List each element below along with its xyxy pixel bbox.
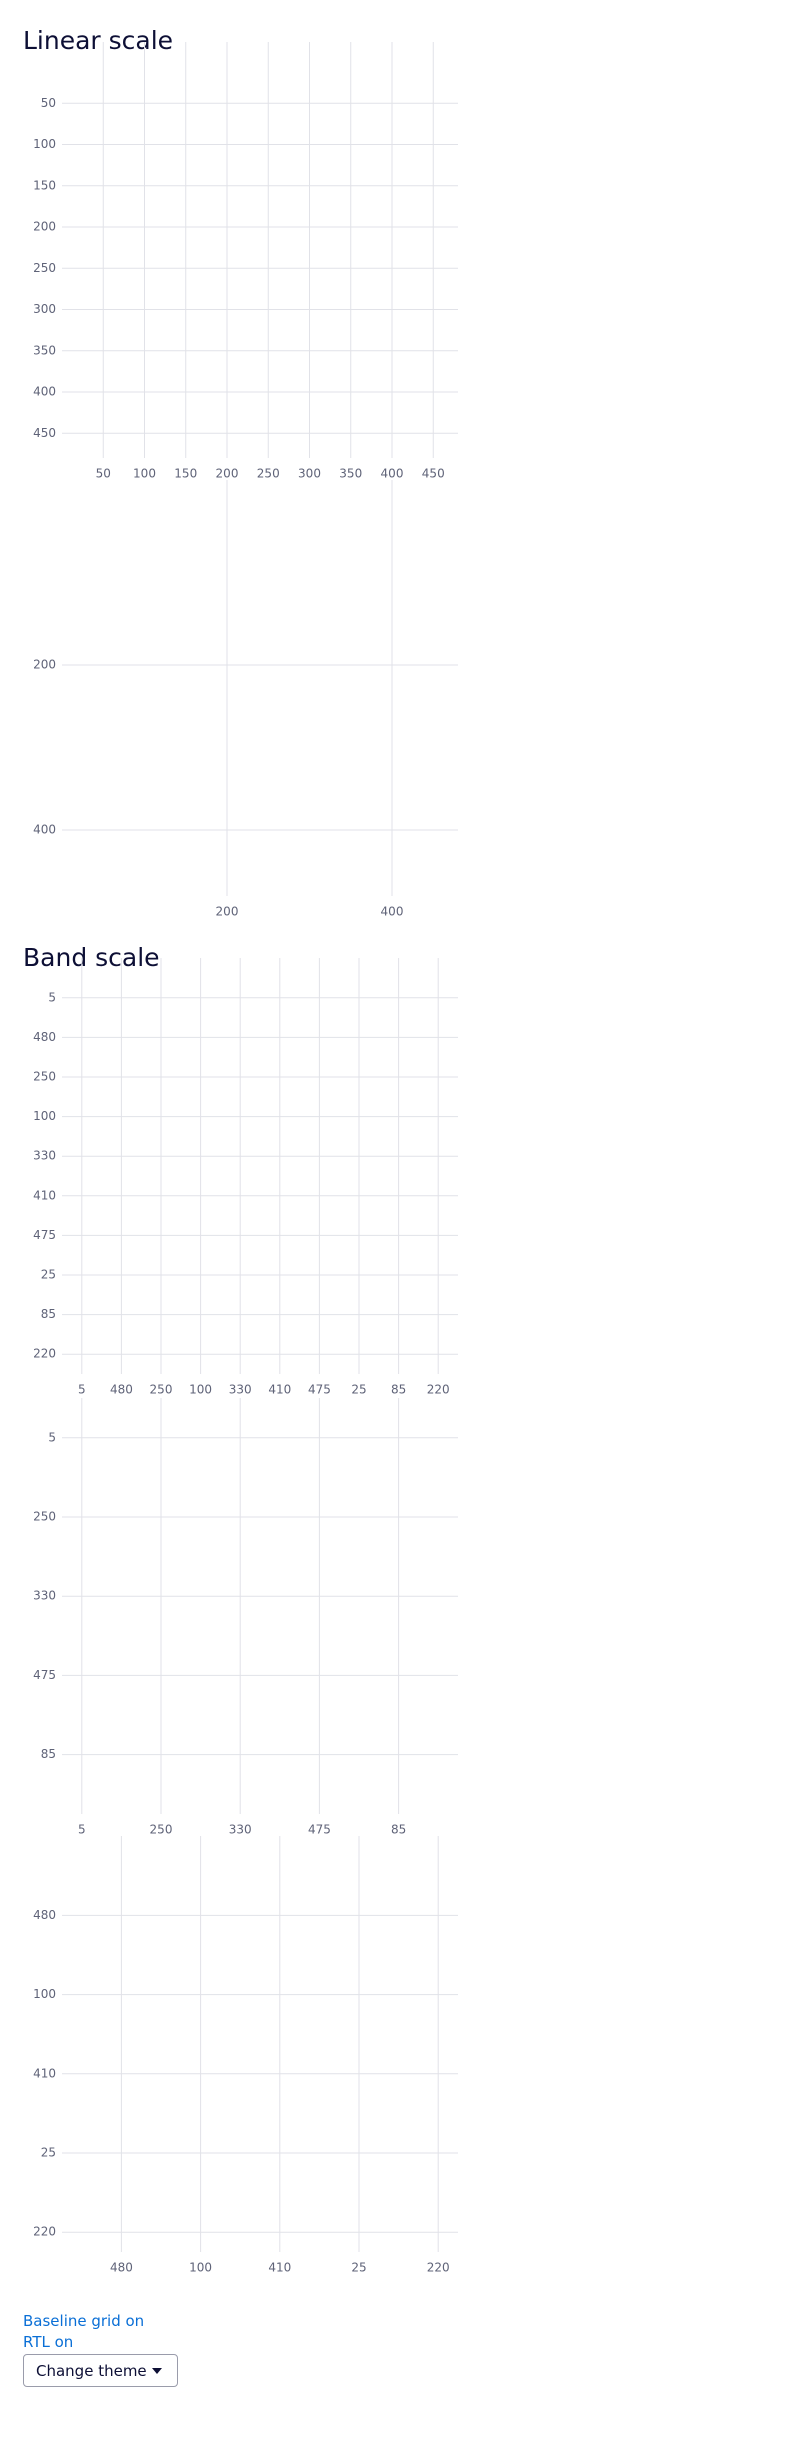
y-tick-label: 450 [33, 426, 56, 440]
y-tick-label: 475 [33, 1228, 56, 1242]
y-tick-label: 480 [33, 1030, 56, 1044]
y-tick-label: 400 [33, 823, 56, 837]
x-tick-label: 200 [216, 905, 239, 919]
chart-area: Linear scale Band scale 50 100 150 200 250 30… [23, 26, 458, 2275]
y-tick-label: 350 [33, 343, 56, 357]
y-tick-label: 85 [41, 1307, 56, 1321]
y-tick-label: 330 [33, 1589, 56, 1603]
y-tick-label: 200 [33, 658, 56, 672]
x-tick-label: 475 [308, 1823, 331, 1837]
x-tick-label: 410 [268, 1383, 291, 1397]
y-tick-label: 220 [33, 1347, 56, 1361]
x-tick-label: 100 [133, 467, 156, 481]
y-tick-label: 25 [41, 1268, 56, 1282]
y-tick-label: 480 [33, 1908, 56, 1922]
x-tick-label: 25 [351, 1383, 366, 1397]
y-tick-label: 330 [33, 1149, 56, 1163]
y-tick-label: 410 [33, 1188, 56, 1202]
theme-button[interactable]: Change theme [23, 2354, 178, 2387]
y-tick-label: 50 [41, 96, 56, 110]
y-tick-label: 5 [48, 990, 56, 1004]
section-heading: Band scale [23, 943, 160, 972]
x-tick-label: 400 [381, 905, 404, 919]
x-tick-label: 200 [216, 467, 239, 481]
y-tick-label: 220 [33, 2225, 56, 2239]
y-tick-label: 150 [33, 178, 56, 192]
x-tick-label: 300 [298, 467, 321, 481]
x-tick-label: 250 [150, 1383, 173, 1397]
y-tick-label: 5 [48, 1430, 56, 1444]
y-tick-label: 100 [33, 1109, 56, 1123]
x-tick-label: 5 [78, 1823, 86, 1837]
x-tick-label: 85 [391, 1823, 406, 1837]
rtl-toggle[interactable]: RTL on [23, 2333, 74, 2351]
y-tick-label: 250 [33, 1070, 56, 1084]
y-tick-label: 410 [33, 2066, 56, 2080]
y-tick-label: 250 [33, 261, 56, 275]
x-tick-label: 25 [351, 2261, 366, 2275]
x-tick-label: 100 [189, 2261, 212, 2275]
y-tick-label: 300 [33, 302, 56, 316]
x-tick-label: 480 [110, 2261, 133, 2275]
y-tick-label: 85 [41, 1747, 56, 1761]
caret [152, 2368, 162, 2374]
x-tick-label: 450 [422, 467, 445, 481]
y-tick-label: 100 [33, 137, 56, 151]
y-tick-label: 400 [33, 385, 56, 399]
x-tick-label: 100 [189, 1383, 212, 1397]
x-tick-label: 400 [381, 467, 404, 481]
x-tick-label: 85 [391, 1383, 406, 1397]
y-tick-label: 200 [33, 220, 56, 234]
y-tick-label: 475 [33, 1668, 56, 1682]
x-tick-label: 350 [339, 467, 362, 481]
x-tick-label: 250 [257, 467, 280, 481]
x-tick-label: 5 [78, 1383, 86, 1397]
x-tick-label: 250 [150, 1823, 173, 1837]
x-tick-label: 475 [308, 1383, 331, 1397]
x-tick-label: 480 [110, 1383, 133, 1397]
x-tick-label: 410 [268, 2261, 291, 2275]
x-tick-label: 220 [427, 2261, 450, 2275]
button-label: Change theme [36, 2361, 147, 2380]
x-tick-label: 330 [229, 1823, 252, 1837]
y-tick-label: 100 [33, 1987, 56, 2001]
x-tick-label: 220 [427, 1383, 450, 1397]
y-tick-label: 250 [33, 1510, 56, 1524]
x-tick-label: 50 [96, 467, 111, 481]
section-heading: Linear scale [23, 26, 173, 55]
x-tick-label: 330 [229, 1383, 252, 1397]
y-tick-label: 25 [41, 2146, 56, 2160]
baseline-toggle[interactable]: Baseline grid on [23, 2312, 145, 2330]
x-tick-label: 150 [174, 467, 197, 481]
